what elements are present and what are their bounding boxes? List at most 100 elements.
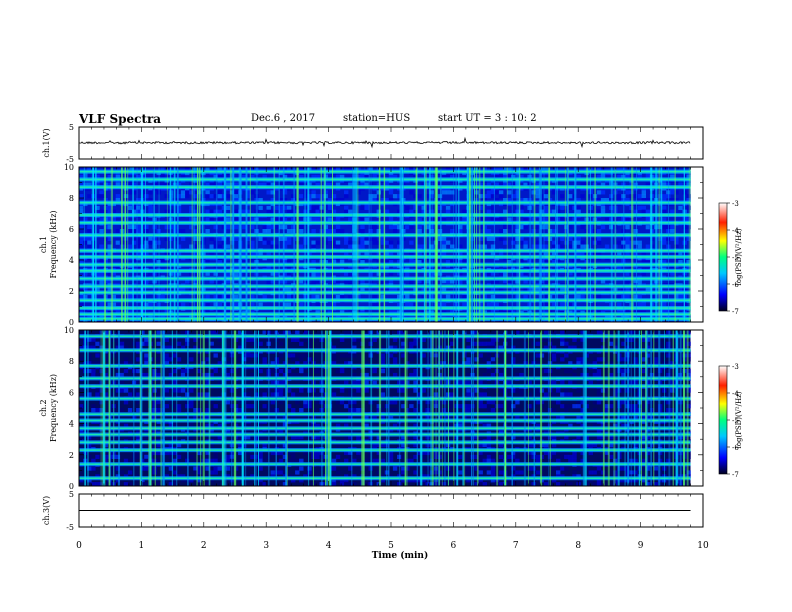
spectrogram-cell — [258, 392, 263, 397]
spectrogram-cell — [498, 302, 504, 307]
spectrogram-cell — [641, 252, 646, 257]
spectrogram-cell — [560, 454, 565, 459]
spectrogram-cell — [242, 341, 247, 346]
spectrogram-cell — [270, 392, 275, 397]
spectrogram-cell — [519, 198, 524, 203]
spectrogram-cell — [254, 252, 259, 257]
spectrogram-cell — [511, 361, 516, 366]
spectrogram-cell — [335, 198, 341, 203]
spectrogram-cell — [474, 380, 479, 385]
spectrogram-cell — [352, 380, 357, 385]
spectrogram-cell — [352, 302, 357, 307]
spectrogram-cell — [348, 353, 353, 358]
spectrogram-cell — [670, 229, 675, 234]
spectrogram-cell — [136, 209, 141, 214]
spectrogram-cell — [478, 353, 483, 358]
spectrogram-cell — [568, 380, 573, 385]
spectrogram-cell — [335, 240, 341, 245]
spectrogram-cell — [409, 225, 414, 230]
spectrogram-cell — [148, 236, 153, 241]
spectrogram-cell — [164, 388, 169, 393]
spectrogram-cell — [490, 252, 496, 257]
spectrogram-cell — [641, 209, 646, 214]
spectrogram-cell — [437, 198, 443, 203]
spectrogram-cell — [180, 190, 186, 195]
spectrogram-cell — [425, 443, 430, 448]
spectrogram-cell — [604, 244, 610, 249]
spectrogram-cell — [152, 369, 157, 374]
spectrogram-cell — [299, 174, 304, 179]
spectrogram-cell — [686, 225, 691, 230]
spectrogram-cell — [462, 294, 467, 300]
spectrogram-cell — [127, 392, 133, 397]
spectrogram-cell — [486, 209, 492, 214]
spectrogram-cell — [213, 369, 218, 374]
spectrogram-cell — [91, 443, 96, 448]
spectrogram-cell — [486, 341, 492, 346]
spectrogram-cell — [258, 435, 263, 440]
spectrogram-cell — [291, 392, 296, 397]
sferic-streak — [614, 167, 616, 322]
spectrogram-cell — [331, 302, 337, 307]
spectrogram-cell — [470, 454, 475, 459]
spectrogram-cell — [136, 380, 141, 385]
spectrogram-cell — [209, 182, 214, 187]
spectrogram-cell — [417, 443, 422, 448]
spectrogram-cell — [498, 271, 504, 276]
spectrogram-cell — [299, 229, 304, 234]
spectrogram-cell — [344, 167, 349, 172]
spectrogram-cell — [445, 205, 451, 210]
spectrogram-cell — [103, 423, 108, 428]
spectrogram-cell — [662, 194, 667, 199]
spectrogram-cell — [364, 330, 369, 335]
spectrogram-cell — [299, 244, 304, 249]
spectrogram-cell — [568, 423, 573, 428]
spectrogram-cell — [205, 194, 210, 199]
spectrogram-cell — [604, 287, 610, 292]
spectrogram-cell — [160, 345, 165, 350]
spectrogram-cell — [641, 443, 646, 448]
sferic-streak — [423, 167, 426, 322]
spectrogram-cell — [641, 205, 646, 210]
spectrogram-cell — [364, 240, 369, 245]
spectrogram-cell — [633, 408, 638, 413]
spectrogram-cell — [115, 174, 121, 179]
spectrogram-cell — [254, 380, 259, 385]
spectrogram-cell — [564, 369, 569, 374]
spectrogram-cell — [315, 435, 320, 440]
spectrogram-cell — [278, 279, 284, 284]
spectrogram-cell — [87, 244, 92, 249]
spectrogram-cell — [352, 174, 357, 179]
spectrogram-cell — [543, 205, 549, 210]
spectrogram-cell — [576, 357, 581, 362]
spectrogram-cell — [401, 380, 406, 385]
spectrogram-cell — [246, 353, 251, 358]
spectrogram-cell — [596, 369, 602, 374]
spectrogram-cell — [132, 372, 137, 378]
spectrogram-cell — [633, 314, 638, 319]
spectrogram-cell — [441, 353, 447, 358]
spectrogram-cell — [282, 287, 288, 292]
spectrogram-cell — [156, 190, 161, 195]
spectrogram-cell — [592, 369, 598, 374]
spectrogram-cell — [303, 400, 308, 405]
spectrogram-cell — [246, 244, 251, 249]
spectrogram-cell — [213, 209, 218, 214]
spectrogram-cell — [282, 198, 288, 203]
spectrogram-cell — [609, 198, 614, 203]
spectrogram-cell — [515, 194, 520, 199]
spectrogram-cell — [79, 182, 84, 187]
spectrogram-cell — [498, 287, 504, 292]
sferic-streak — [431, 167, 433, 322]
spectrogram-cell — [486, 194, 492, 199]
spectrogram-cell — [543, 236, 549, 241]
spectrogram-cell — [225, 205, 231, 210]
spectrogram-cell — [282, 314, 288, 319]
spectrogram-cell — [458, 260, 463, 265]
spectrogram-cell — [246, 209, 251, 214]
spectrogram-cell — [486, 271, 492, 276]
spectrogram-cell — [649, 361, 655, 366]
spectrogram-cell — [523, 167, 528, 172]
spectrogram-cell — [274, 408, 280, 413]
spectrogram-cell — [405, 361, 410, 366]
